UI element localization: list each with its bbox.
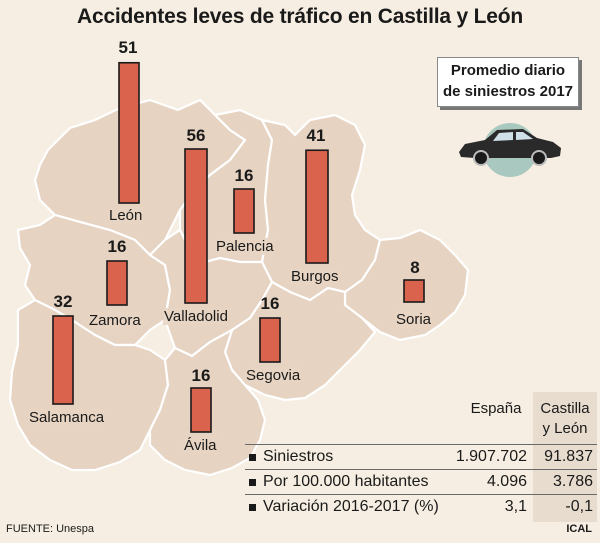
bullet-icon	[249, 479, 256, 486]
province-label-zamora: Zamora	[88, 312, 142, 329]
province-label-valladolid: Valladolid	[163, 308, 229, 325]
value-label-palencia: 16	[234, 166, 254, 185]
value-label-segovia: 16	[260, 294, 280, 313]
province-label-palencia: Palencia	[215, 238, 275, 255]
cyl-column-background	[533, 392, 597, 522]
province-label-salamanca: Salamanca	[28, 409, 106, 426]
bar-palencia	[233, 188, 255, 234]
legend-line-2: de siniestros 2017	[442, 83, 574, 100]
col-header-cyl-line1: Castilla	[540, 400, 590, 417]
bars-group	[52, 61, 425, 433]
bullet-icon	[249, 504, 256, 511]
province-label-burgos: Burgos	[290, 268, 340, 285]
source-note: FUENTE: Unespa	[6, 523, 95, 535]
bullet-icon	[249, 454, 256, 461]
col-header-cyl-line2: y León	[542, 420, 588, 437]
province-label-segovia: Segovia	[245, 367, 302, 384]
stats-table: España Castilla y León Siniestros 1.907.…	[245, 392, 597, 522]
value-label-zamora: 16	[107, 237, 127, 256]
value-label-leon: 51	[118, 38, 138, 57]
province-label-avila: Ávila	[183, 437, 218, 454]
chart-title: Accidentes leves de tráfico en Castilla …	[77, 5, 523, 28]
bar-segovia	[259, 317, 281, 363]
bar-burgos	[305, 149, 329, 264]
bar-zamora	[106, 260, 128, 306]
value-label-burgos: 41	[306, 126, 326, 145]
stats-row: Siniestros 1.907.702 91.837	[245, 444, 597, 470]
bar-leon	[118, 61, 140, 204]
col-header-espana: España	[470, 400, 522, 417]
credit: ICAL	[566, 523, 592, 535]
province-label-soria: Soria	[395, 311, 433, 328]
value-label-salamanca: 32	[53, 292, 73, 311]
stats-row: Por 100.000 habitantes 4.096 3.786	[245, 469, 597, 495]
legend-line-1: Promedio diario	[450, 62, 566, 79]
bar-salamanca	[52, 315, 74, 405]
province-label-leon: León	[108, 207, 144, 224]
bar-valladolid	[184, 148, 208, 304]
stats-row: Variación 2016-2017 (%) 3,1 -0,1	[245, 494, 597, 520]
value-label-soria: 8	[410, 258, 420, 277]
legend: Promedio diario de siniestros 2017	[437, 57, 579, 107]
value-label-valladolid: 56	[186, 126, 206, 145]
value-label-avila: 16	[191, 366, 211, 385]
bar-avila	[190, 387, 212, 433]
bar-soria	[403, 279, 425, 303]
car-icon	[455, 120, 565, 185]
